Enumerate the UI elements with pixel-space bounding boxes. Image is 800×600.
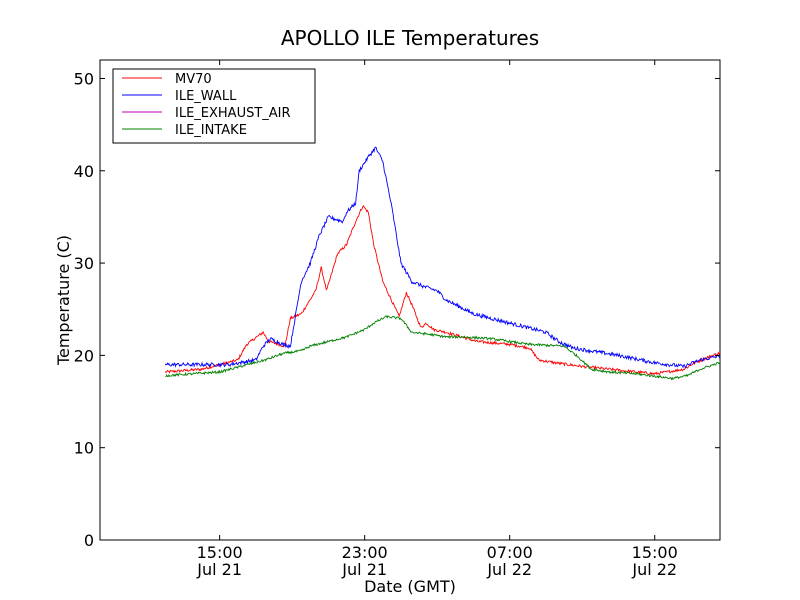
y-tick-label: 30 (74, 254, 94, 273)
x-tick-date-label: Jul 21 (196, 560, 242, 579)
x-tick-time-label: 23:00 (342, 543, 388, 562)
chart-title: APOLLO ILE Temperatures (281, 26, 539, 50)
legend-label: ILE_WALL (175, 89, 237, 104)
series-line-ile-wall (164, 146, 720, 369)
legend: MV70 ILE_WALL ILE_EXHAUST_AIR ILE_INTAKE (112, 68, 316, 144)
x-axis-label: Date (GMT) (364, 577, 456, 596)
y-tick-label: 50 (74, 69, 94, 88)
x-tick-time-label: 07:00 (487, 543, 533, 562)
x-tick-date-label: Jul 22 (486, 560, 532, 579)
legend-box (112, 68, 316, 144)
y-axis-label: Temperature (C) (54, 235, 73, 366)
y-tick-label: 10 (74, 439, 94, 458)
series-line-ile-intake (165, 315, 720, 381)
y-tick-label: 0 (84, 531, 94, 550)
legend-label: ILE_EXHAUST_AIR (175, 106, 291, 121)
x-tick-time-label: 15:00 (632, 543, 678, 562)
y-tick-label: 20 (74, 346, 94, 365)
x-tick-date-label: Jul 22 (631, 560, 677, 579)
y-tick-label: 40 (74, 162, 94, 181)
legend-label: MV70 (175, 72, 212, 87)
x-tick-date-label: Jul 21 (341, 560, 387, 579)
legend-label: ILE_INTAKE (175, 123, 247, 138)
series-lines (164, 146, 720, 381)
x-tick-time-label: 15:00 (197, 543, 243, 562)
